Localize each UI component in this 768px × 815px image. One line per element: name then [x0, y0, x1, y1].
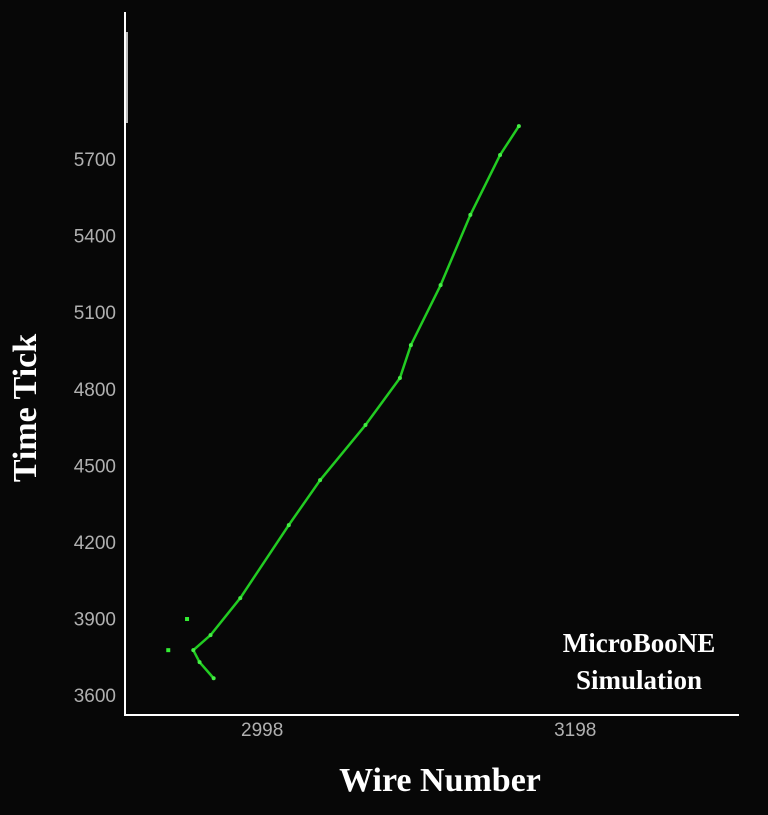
x-tick-label: 3198: [554, 720, 596, 741]
hit: [211, 676, 216, 681]
hit: [498, 152, 503, 157]
y-tick-label: 3900: [74, 610, 116, 631]
hit: [318, 478, 323, 483]
hit: [197, 660, 202, 665]
x-tick-label: 2998: [241, 720, 283, 741]
y-tick-label: 4800: [74, 380, 116, 401]
hit: [468, 212, 473, 217]
hit: [397, 376, 402, 381]
y-tick-label: 5700: [74, 150, 116, 171]
hit: [516, 124, 521, 129]
hit: [166, 648, 171, 653]
annotation: Simulation: [576, 665, 702, 695]
y-axis-label: Time Tick: [7, 334, 44, 482]
hit: [208, 633, 213, 638]
hit: [191, 648, 196, 653]
annotation: MicroBooNE: [563, 628, 715, 658]
hit: [286, 523, 291, 528]
y-tick-label: 5400: [74, 227, 116, 248]
hit: [438, 283, 443, 288]
hit: [185, 617, 190, 622]
x-axis-label: Wire Number: [339, 762, 541, 799]
track: [192, 125, 520, 680]
hit: [238, 596, 243, 601]
y-tick-label: 4500: [74, 456, 116, 477]
y-tick-label: 5100: [74, 303, 116, 324]
y-tick-label: 3600: [74, 686, 116, 707]
y-tick-label: 4200: [74, 533, 116, 554]
hit: [363, 423, 368, 428]
hit: [408, 343, 413, 348]
